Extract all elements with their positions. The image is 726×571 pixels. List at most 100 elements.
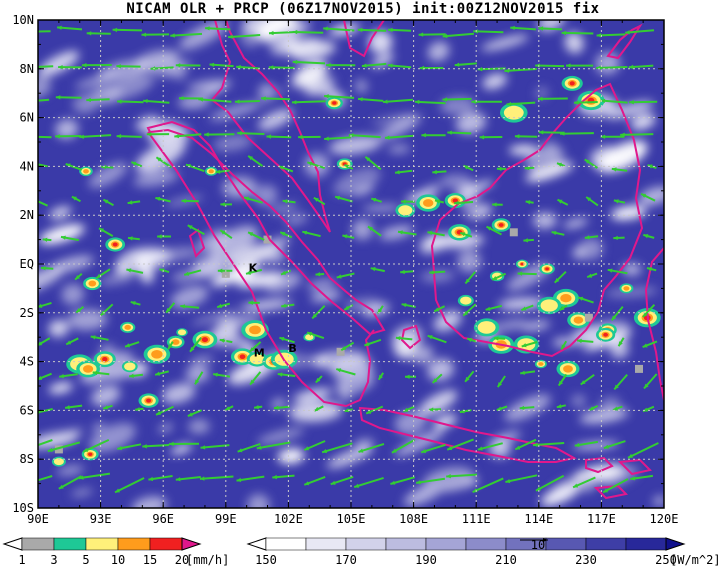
wind-vector-head — [315, 272, 321, 277]
place-label-k: K — [249, 261, 258, 274]
cloud-blob — [329, 135, 382, 155]
precip-cell-heavy — [573, 316, 584, 324]
cloud-blob — [418, 390, 458, 416]
wind-vector-head — [155, 196, 161, 201]
wind-vector-head — [341, 346, 347, 351]
lon-tick-label: 96E — [152, 512, 174, 526]
wind-vector-head — [272, 474, 277, 480]
cloud-blob — [138, 260, 154, 284]
olr-colorbar-swatch — [425, 537, 467, 551]
wind-vector-head — [126, 268, 132, 273]
precip-cell-light — [221, 269, 230, 278]
cloud-blob — [371, 113, 415, 126]
wind-vector-head — [558, 380, 564, 386]
wind-vector-head — [524, 165, 530, 171]
wind-vector-head — [538, 96, 543, 101]
wind-vector — [323, 27, 355, 32]
wind-vector-head — [219, 338, 225, 343]
cloud-blob — [213, 134, 252, 152]
cloud-blob — [170, 285, 209, 309]
wind-vector — [38, 200, 49, 207]
wind-vector-head — [421, 448, 427, 454]
wind-vector-head — [65, 405, 70, 410]
precip-colorbar-swatch — [149, 537, 183, 551]
wind-vector — [477, 67, 506, 71]
wind-vector-head — [215, 169, 221, 174]
wind-vector-head — [116, 64, 121, 69]
wind-vector — [596, 66, 628, 69]
cloud-blob — [224, 334, 244, 349]
lon-tick-label: 117E — [587, 512, 616, 526]
coastline-palawan — [606, 23, 643, 60]
wind-vector-head — [611, 315, 617, 321]
wind-vector — [38, 65, 54, 68]
wind-vector — [627, 442, 659, 459]
wind-vector-head — [643, 234, 649, 239]
coastline-sulawesi-west — [644, 247, 664, 401]
wind-vector-head — [510, 25, 515, 31]
wind-vector-head — [27, 135, 32, 139]
wind-vector-head — [198, 97, 204, 102]
lat-tick-label: 4N — [20, 159, 34, 173]
precip-cell-intense — [332, 101, 337, 105]
precip-cell-heavy — [563, 365, 573, 373]
cloud-blob — [433, 414, 457, 429]
cloud-blob — [427, 41, 450, 62]
precip-colorbar-label: 20 — [175, 553, 189, 567]
precip-cell-light — [263, 235, 272, 244]
precip-colorbar-swatch — [117, 537, 151, 551]
cloud-blob — [599, 397, 621, 408]
wind-vector-head — [421, 133, 426, 138]
lon-tick-label: 99E — [215, 512, 237, 526]
wind-vector — [321, 442, 353, 454]
wind-vector — [620, 133, 654, 136]
cloud-blob — [288, 401, 343, 422]
wind-vector-head — [41, 266, 46, 271]
lat-tick-label: 10S — [12, 501, 34, 515]
wind-vector — [353, 476, 384, 489]
precip-cell-intense — [452, 198, 458, 203]
wind-vector-head — [336, 368, 342, 373]
wind-vector-head — [55, 134, 60, 139]
precip-cell-core — [477, 321, 496, 334]
wind-vector — [236, 475, 265, 482]
wind-vector-head — [170, 33, 175, 38]
precip-cell-intense — [201, 337, 208, 343]
wind-vector — [291, 100, 326, 104]
wind-vector-head — [467, 337, 473, 343]
wind-vector-head — [354, 483, 360, 488]
cloud-blob — [506, 263, 551, 291]
wind-vector — [348, 134, 381, 139]
cloud-blob — [190, 354, 213, 368]
wind-vector — [600, 99, 628, 104]
wind-vector — [629, 100, 658, 104]
wind-vector-head — [269, 30, 274, 36]
wind-vector-head — [213, 372, 218, 377]
wind-vector-head — [344, 305, 350, 310]
wind-vector — [415, 477, 446, 484]
wind-vector — [625, 29, 655, 34]
wind-vector — [414, 100, 446, 105]
wind-vector-head — [603, 488, 609, 493]
wind-vector — [292, 31, 324, 34]
lat-tick-label: 8N — [20, 62, 34, 76]
wind-vector-head — [184, 271, 190, 276]
wind-vector-head — [166, 307, 171, 313]
precip-cell-core — [124, 362, 136, 371]
precip-cell-intense — [88, 452, 93, 456]
cloud-blob — [311, 355, 330, 366]
wind-vector-head — [115, 488, 120, 493]
wind-vector-head — [496, 166, 502, 171]
wind-vector — [38, 135, 52, 139]
precip-cell-light — [54, 445, 63, 454]
cloud-blob — [653, 496, 664, 506]
wind-vector-head — [559, 305, 565, 311]
wind-vector-head — [246, 270, 251, 275]
wind-vector-head — [128, 236, 133, 241]
wind-vector-head — [344, 164, 350, 169]
wind-vector-head — [465, 376, 470, 382]
wind-vector-head — [58, 65, 63, 70]
precip-cell-core — [305, 334, 314, 341]
cloud-blob — [55, 119, 79, 140]
wind-vector-head — [370, 266, 376, 272]
